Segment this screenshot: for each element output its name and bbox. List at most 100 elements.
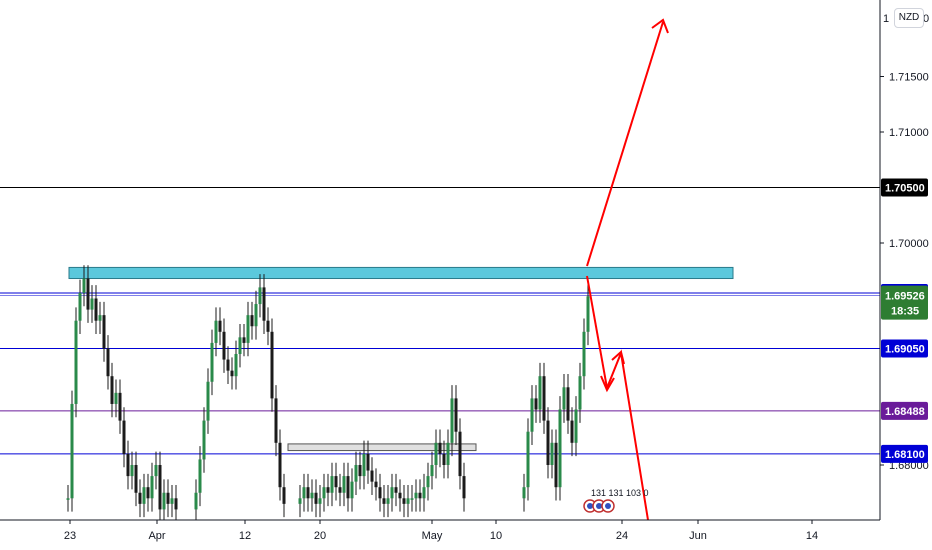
candle-body (158, 465, 162, 510)
x-tick-label-5: 10 (490, 530, 502, 542)
candle-body (378, 487, 382, 499)
candle-body (118, 392, 122, 421)
candle-body (270, 331, 274, 399)
horizontal-levels (0, 187, 880, 455)
candle-body (550, 442, 554, 465)
candle-body (242, 337, 246, 343)
zone-rectangles (68, 266, 734, 452)
candle-body (266, 320, 270, 332)
candle-body (430, 465, 434, 477)
candle-body (210, 342, 214, 382)
candle-body (426, 476, 430, 488)
event-flag-dot-2 (605, 503, 611, 509)
candle-body (126, 453, 130, 477)
candle-body (170, 498, 174, 504)
price-tags: 1.705001.695501.690501.684881.681001.695… (881, 178, 928, 463)
candle-body (234, 354, 238, 377)
down-arrow-head (600, 375, 615, 393)
candle-body (342, 476, 346, 493)
candle-body (102, 315, 106, 349)
candle-body (154, 465, 158, 477)
candle-body (282, 487, 286, 504)
candle-body (354, 465, 358, 482)
level-tag-label-3: 1.68488 (885, 406, 925, 418)
price-axis-ticks: 1.71500 1.71000 1.70000 1.68000 1 0 (880, 13, 929, 472)
candle-body (202, 420, 206, 460)
candle-body (310, 492, 314, 499)
event-markers: 131 131 103 0 (583, 488, 649, 513)
current-price-label: 1.69526 (885, 291, 925, 303)
candle-body (302, 487, 306, 499)
candle-body (402, 498, 406, 504)
candle-body (222, 331, 226, 360)
candle-body (218, 320, 222, 332)
candle-body (338, 487, 342, 493)
candle-body (434, 442, 438, 465)
candle-body (410, 498, 414, 500)
candle-body (106, 348, 110, 377)
candle-body (78, 292, 82, 321)
y-tick-top-suffix: 0 (923, 13, 929, 25)
candle-body (554, 442, 558, 488)
candle-body (150, 476, 154, 499)
candle-body (70, 403, 74, 499)
up-arrow-head (651, 18, 669, 34)
candle-body (98, 315, 102, 321)
candle-body (530, 398, 534, 432)
x-tick-label-0: 23 (64, 530, 76, 542)
candle-body (454, 398, 458, 432)
candle-body (226, 359, 230, 371)
candle-body (522, 487, 526, 499)
level-tag-label-0: 1.70500 (885, 183, 925, 195)
resistance-zone (68, 266, 734, 280)
candle-body (398, 492, 402, 499)
candle-body (538, 376, 542, 410)
candle-body (318, 498, 322, 504)
candle-body (142, 487, 146, 504)
candle-body (258, 287, 262, 305)
candle-body (238, 337, 242, 354)
candle-body (246, 315, 250, 343)
x-tick-label-2: 12 (239, 530, 251, 542)
x-tick-label-7: Jun (689, 530, 707, 542)
support-zone (287, 443, 477, 452)
candle-body (334, 476, 338, 488)
x-tick-label-6: 24 (616, 530, 628, 542)
candle-body (534, 398, 538, 410)
candle-body (90, 298, 94, 310)
candle-body (574, 409, 578, 443)
bounce-arrow-head (611, 350, 625, 365)
candle-body (350, 481, 354, 499)
candle-body (82, 278, 86, 293)
currency-badge[interactable]: NZD (894, 8, 924, 28)
candle-body (450, 398, 454, 443)
candle-body (298, 498, 302, 504)
candle-body (414, 492, 418, 499)
candle-body (74, 320, 78, 404)
current-price-tag (881, 285, 928, 320)
x-tick-label-1: Apr (148, 530, 165, 542)
candle-body (358, 465, 362, 477)
level-tag-3 (881, 401, 928, 420)
x-tick-label-4: May (422, 530, 443, 542)
countdown-label: 18:35 (891, 306, 919, 318)
candle-body (558, 409, 562, 488)
candle-body (66, 498, 70, 500)
candle-body (330, 476, 334, 493)
candle-body (230, 370, 234, 377)
candle-body (306, 487, 310, 499)
candle-body (198, 459, 202, 493)
candle-body (374, 481, 378, 488)
candle-body (314, 492, 318, 504)
x-tick-label-3: 20 (314, 530, 326, 542)
candle-body (214, 320, 218, 343)
candle-body (458, 431, 462, 477)
candle-body (542, 376, 546, 421)
candle-body (370, 470, 374, 482)
candle-body (274, 398, 278, 443)
candle-body (254, 304, 258, 327)
y-tick-label-3: 1.68000 (889, 460, 929, 472)
y-tick-label-2: 1.70000 (889, 238, 929, 250)
candle-body (130, 465, 134, 477)
